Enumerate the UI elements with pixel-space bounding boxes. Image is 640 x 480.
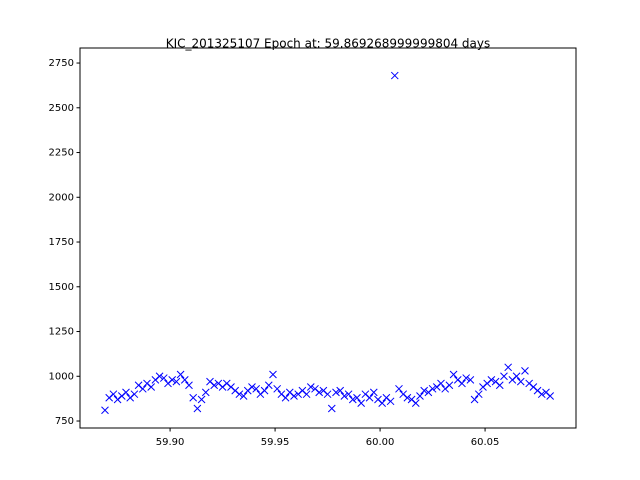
marker [101, 406, 109, 415]
marker [193, 404, 202, 413]
marker [281, 393, 290, 402]
x-tick-label: 60.00 [366, 437, 395, 448]
marker [411, 399, 420, 407]
marker [323, 390, 332, 399]
marker [327, 404, 336, 413]
marker [273, 384, 282, 393]
marker [138, 384, 147, 393]
marker [336, 386, 345, 395]
marker [390, 71, 399, 80]
marker [474, 390, 483, 399]
marker [239, 392, 248, 400]
marker [546, 392, 555, 400]
marker [500, 372, 508, 381]
marker [537, 390, 546, 399]
y-tick-label: 750 [55, 416, 74, 427]
marker [172, 377, 181, 386]
marker [395, 384, 403, 393]
marker [458, 379, 466, 388]
marker [306, 383, 315, 391]
marker [512, 372, 521, 381]
marker [210, 381, 219, 390]
marker [159, 374, 168, 382]
y-tick-label: 2750 [49, 58, 74, 69]
marker [516, 377, 525, 386]
marker [252, 384, 261, 393]
marker [340, 392, 349, 400]
marker [315, 388, 324, 397]
marker [302, 390, 311, 399]
marker [462, 374, 471, 382]
marker [180, 375, 189, 384]
marker [357, 399, 366, 407]
marker [109, 390, 118, 399]
x-tick-label: 60.05 [471, 437, 500, 448]
marker [290, 392, 298, 400]
marker [386, 397, 395, 406]
marker [466, 375, 475, 384]
marker [445, 381, 454, 390]
marker [332, 388, 340, 397]
marker [403, 393, 412, 402]
marker [248, 383, 256, 391]
y-tick-label: 2500 [49, 103, 74, 114]
x-tick-label: 59.90 [156, 437, 185, 448]
marker [122, 388, 130, 397]
marker [130, 390, 139, 399]
marker [521, 367, 529, 375]
y-tick-label: 2000 [49, 192, 74, 203]
marker [487, 375, 496, 384]
plot-frame [79, 47, 577, 429]
marker [176, 370, 185, 379]
y-tick-label: 1000 [49, 371, 74, 382]
marker [189, 393, 198, 402]
marker [449, 370, 458, 379]
marker [201, 388, 210, 397]
marker [428, 384, 437, 393]
marker [348, 395, 357, 404]
marker [168, 375, 177, 384]
marker [235, 390, 244, 399]
marker [437, 379, 445, 388]
marker [147, 383, 156, 391]
y-tick-label: 1750 [49, 237, 74, 248]
marker [378, 399, 387, 407]
marker [420, 386, 429, 395]
marker [504, 363, 513, 372]
marker [269, 370, 277, 379]
marker [260, 386, 269, 395]
marker [365, 393, 374, 402]
marker [470, 395, 479, 404]
marker [369, 388, 378, 397]
marker [185, 381, 193, 390]
y-tick-label: 1250 [49, 327, 74, 338]
marker [264, 381, 273, 390]
marker [344, 390, 353, 399]
chart-title: KIC_201325107 Epoch at: 59.8692689999998… [166, 37, 491, 51]
marker [495, 381, 504, 390]
marker [155, 372, 164, 381]
marker [197, 395, 206, 404]
y-tick-label: 1500 [49, 282, 74, 293]
y-tick-label: 2250 [49, 148, 74, 159]
marker [353, 393, 361, 402]
marker [416, 392, 424, 400]
x-tick-label: 59.95 [261, 437, 290, 448]
